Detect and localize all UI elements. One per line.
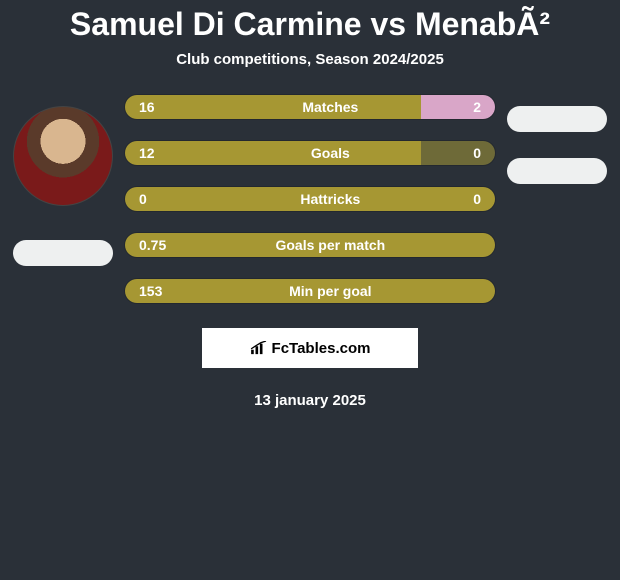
stat-bar: 12Goals0 xyxy=(124,140,496,166)
comparison-row: 16Matches212Goals00Hattricks00.75Goals p… xyxy=(0,94,620,304)
stat-right-value: 0 xyxy=(421,187,495,211)
player-left-name-pill xyxy=(13,240,113,266)
player-left-col xyxy=(8,94,118,266)
stat-right-value: 0 xyxy=(421,141,495,165)
stat-left-value: 153 xyxy=(125,279,240,303)
stat-bar: 16Matches2 xyxy=(124,94,496,120)
player-left-avatar xyxy=(13,106,113,206)
stat-left-value: 0 xyxy=(125,187,240,211)
player-right-pill-1 xyxy=(507,106,607,132)
player-right-col xyxy=(502,94,612,184)
page-title: Samuel Di Carmine vs MenabÃ² xyxy=(0,6,620,43)
stat-right-value: 2 xyxy=(421,95,495,119)
stat-label: Goals per match xyxy=(240,233,421,257)
stat-bar: 0Hattricks0 xyxy=(124,186,496,212)
stat-right-value xyxy=(421,279,495,303)
player-right-pill-2 xyxy=(507,158,607,184)
stat-label: Matches xyxy=(240,95,421,119)
stat-right-value xyxy=(421,233,495,257)
stats-column: 16Matches212Goals00Hattricks00.75Goals p… xyxy=(118,94,502,304)
bar-chart-icon xyxy=(250,341,268,355)
stat-bar: 0.75Goals per match xyxy=(124,232,496,258)
stat-left-value: 12 xyxy=(125,141,240,165)
stat-label: Min per goal xyxy=(240,279,421,303)
stat-label: Goals xyxy=(240,141,421,165)
stat-left-value: 16 xyxy=(125,95,240,119)
fctables-logo: FcTables.com xyxy=(202,328,418,368)
stat-left-value: 0.75 xyxy=(125,233,240,257)
stat-label: Hattricks xyxy=(240,187,421,211)
subtitle: Club competitions, Season 2024/2025 xyxy=(0,51,620,68)
logo-text: FcTables.com xyxy=(272,340,371,357)
stat-bar: 153Min per goal xyxy=(124,278,496,304)
date-text: 13 january 2025 xyxy=(0,392,620,409)
